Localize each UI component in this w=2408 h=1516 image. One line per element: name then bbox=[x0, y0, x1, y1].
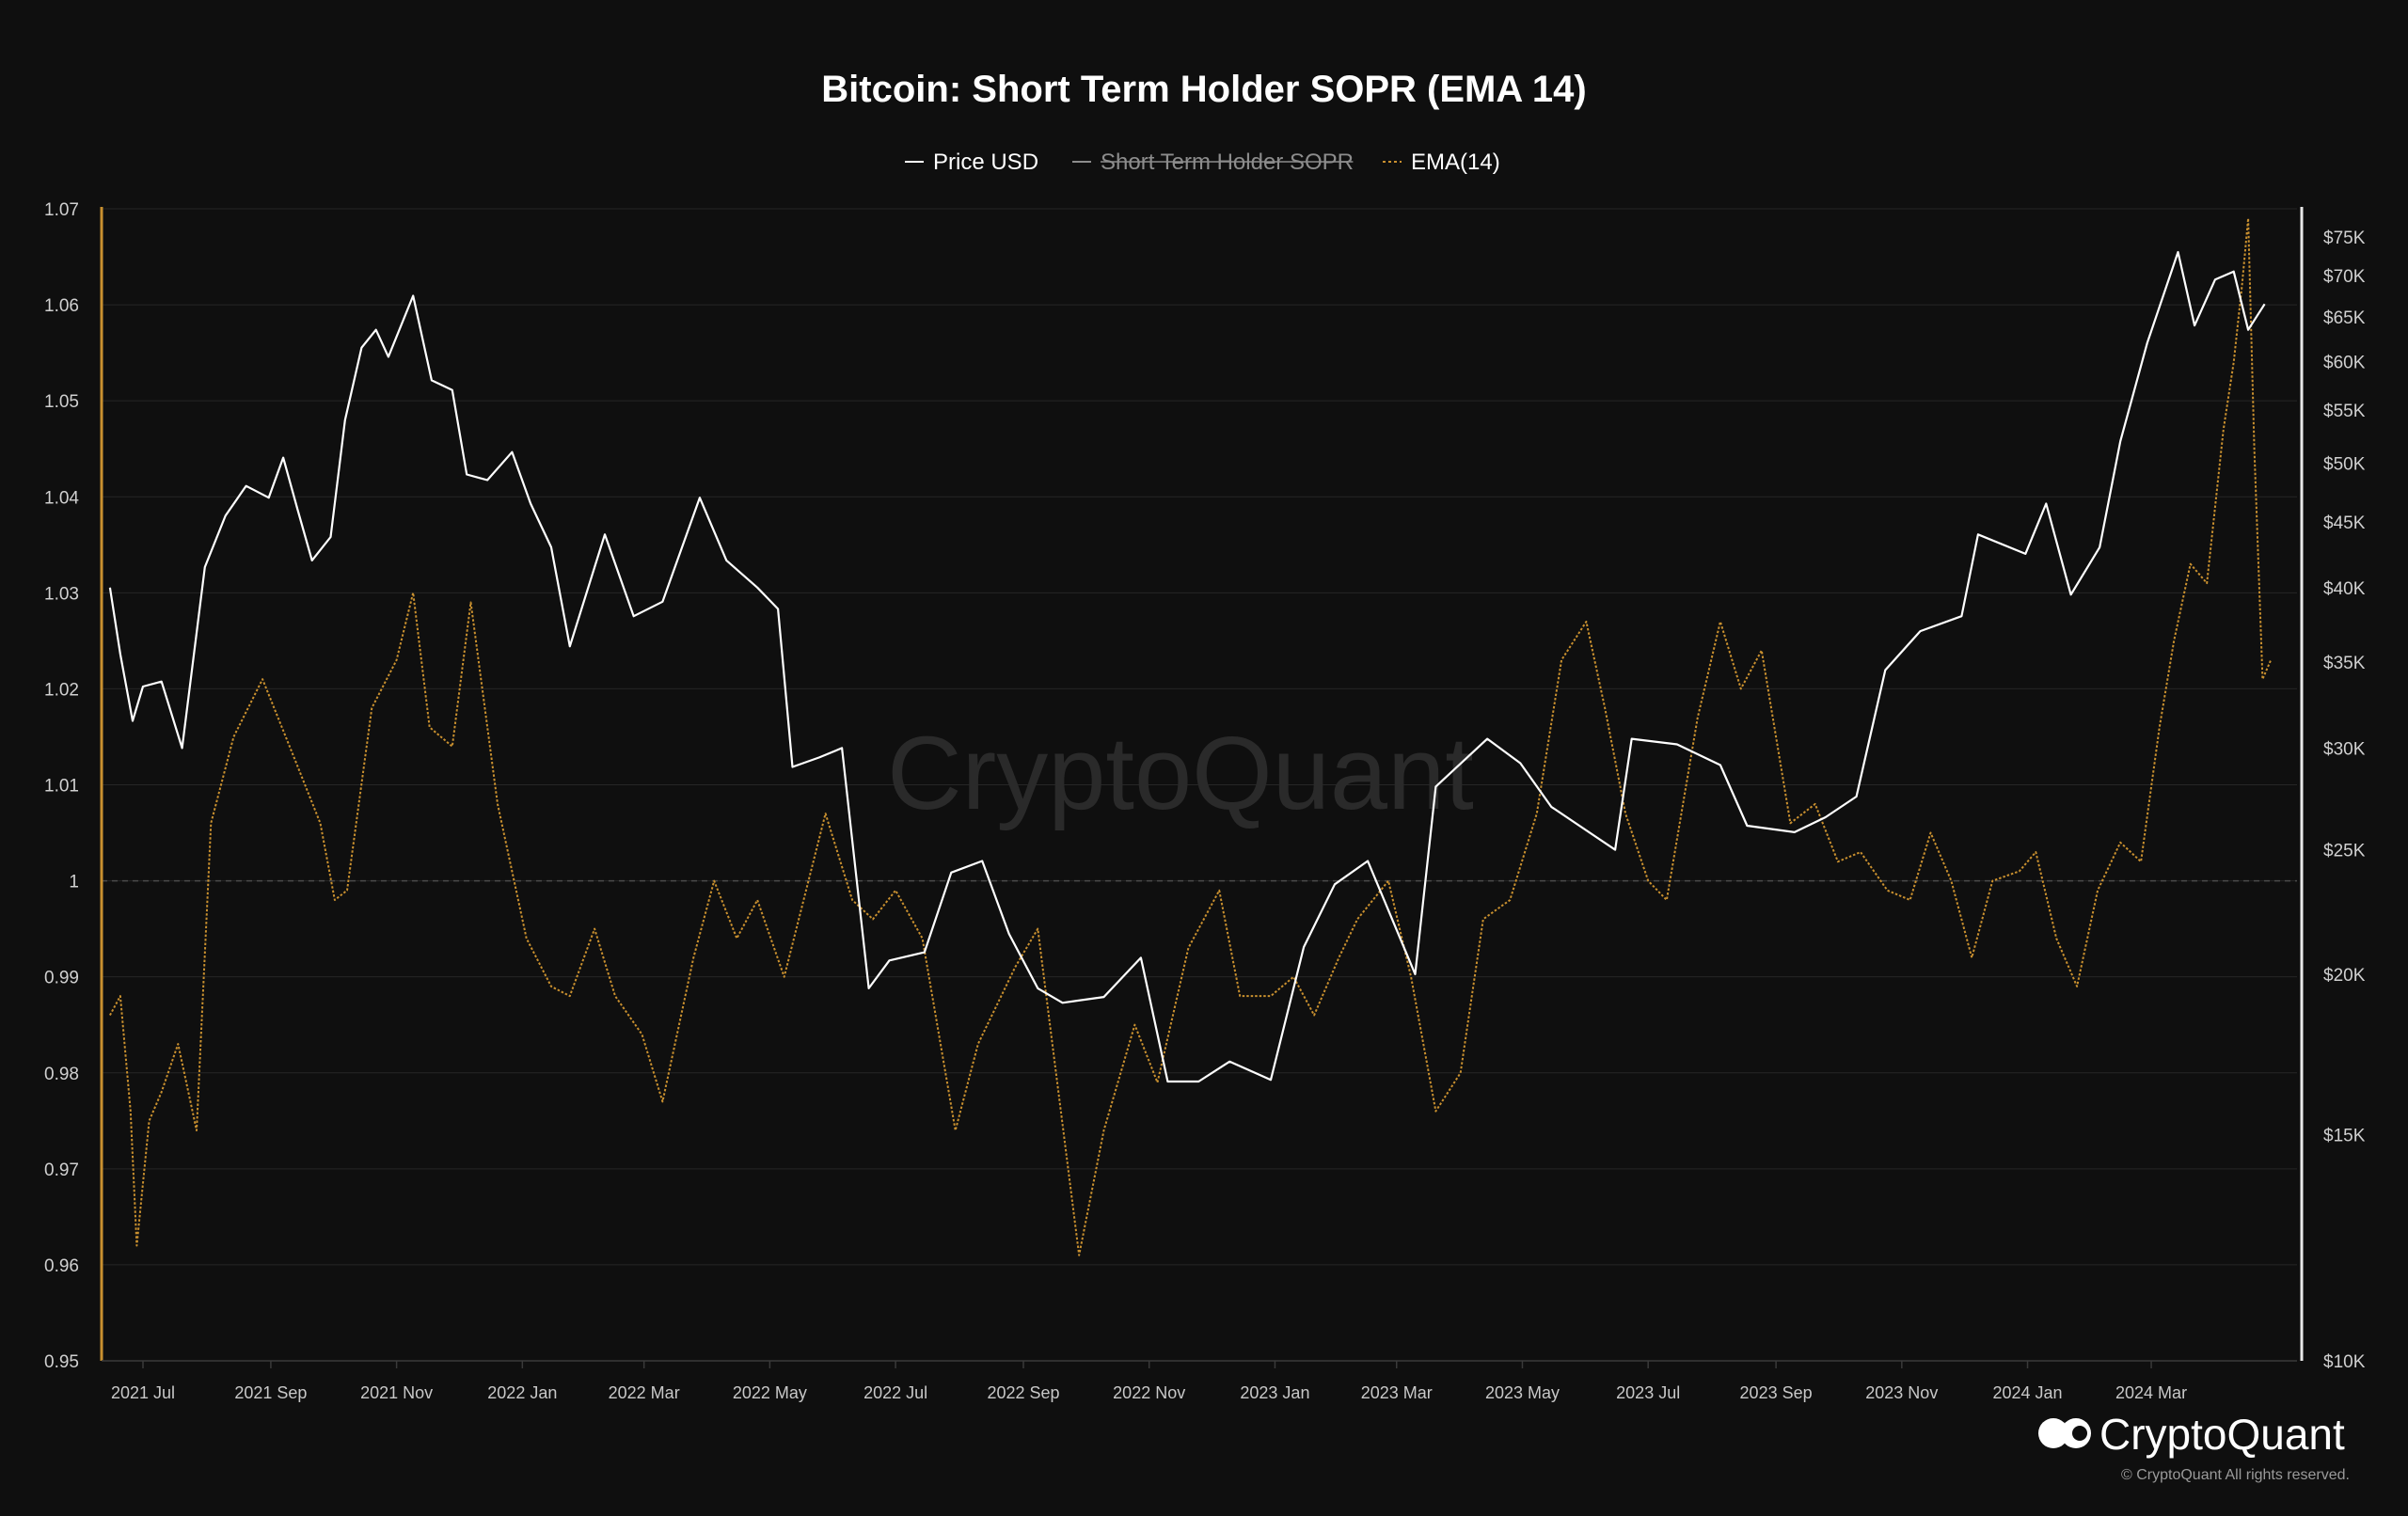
brand-logo-icon bbox=[2038, 1418, 2068, 1448]
x-tick-label: 2023 Mar bbox=[1361, 1383, 1433, 1402]
left-y-axis: 1.07 1.06 1.05 1.04 1.03 1.02 1.01 1 0.99 0.98 0.9… bbox=[44, 200, 103, 1372]
price-usd-series-line bbox=[108, 250, 2266, 1083]
legend-item[interactable]: Price USD bbox=[905, 150, 1038, 175]
right-tick-label: $70K bbox=[2323, 267, 2366, 287]
right-tick-label: $45K bbox=[2323, 513, 2366, 533]
left-tick-label: 0.95 bbox=[44, 1352, 79, 1372]
x-tick-label: 2022 Nov bbox=[1113, 1383, 1185, 1402]
left-tick-label: 0.98 bbox=[44, 1065, 79, 1084]
x-tick-label: 2022 Mar bbox=[609, 1383, 680, 1402]
legend: Price USD Short Term Holder SOPR EMA(14) bbox=[905, 150, 1500, 175]
left-tick-label: 1.04 bbox=[44, 488, 79, 508]
left-tick-label: 0.97 bbox=[44, 1161, 79, 1180]
x-tick-label: 2022 May bbox=[733, 1383, 807, 1402]
left-tick-label: 1.07 bbox=[44, 200, 79, 220]
legend-label: EMA(14) bbox=[1411, 150, 1500, 175]
x-tick-label: 2024 Jan bbox=[1992, 1383, 2062, 1402]
brand-logo: CryptoQuant bbox=[2038, 1410, 2345, 1459]
x-tick-label: 2022 Sep bbox=[987, 1383, 1059, 1402]
right-y-axis: $75K $70K $65K $60K $55K $50K $45K $40K $35K $30K… bbox=[2300, 207, 2366, 1372]
left-tick-label: 0.96 bbox=[44, 1256, 79, 1276]
right-tick-label: $20K bbox=[2323, 966, 2366, 986]
x-tick-label: 2024 Mar bbox=[2115, 1383, 2187, 1402]
x-tick-label: 2023 Jan bbox=[1240, 1383, 1309, 1402]
watermark: CryptoQuant bbox=[887, 716, 1474, 831]
x-tick-label: 2023 Jul bbox=[1616, 1383, 1680, 1402]
x-axis: 2021 Jul 2021 Sep 2021 Nov 2022 Jan 2022 Mar… bbox=[102, 1360, 2297, 1402]
left-tick-label: 1.06 bbox=[44, 296, 79, 316]
right-tick-label: $35K bbox=[2323, 654, 2366, 673]
series-layer bbox=[108, 217, 2273, 1256]
x-tick-label: 2023 May bbox=[1485, 1383, 1560, 1402]
x-tick-label: 2021 Sep bbox=[234, 1383, 307, 1402]
x-tick-label: 2021 Jul bbox=[111, 1383, 175, 1402]
x-tick-label: 2023 Nov bbox=[1865, 1383, 1938, 1402]
right-tick-label: $75K bbox=[2323, 229, 2366, 248]
right-tick-label: $50K bbox=[2323, 454, 2366, 474]
right-tick-label: $15K bbox=[2323, 1127, 2366, 1146]
left-tick-label: 1 bbox=[69, 873, 79, 892]
copyright-text: © CryptoQuant All rights reserved. bbox=[2121, 1467, 2350, 1483]
left-tick-label: 1.01 bbox=[44, 777, 79, 797]
legend-label: Price USD bbox=[933, 150, 1038, 175]
x-tick-label: 2022 Jul bbox=[863, 1383, 927, 1402]
right-tick-label: $25K bbox=[2323, 842, 2366, 861]
right-tick-label: $55K bbox=[2323, 402, 2366, 421]
ema14-series-line bbox=[109, 217, 2273, 1256]
right-tick-label: $10K bbox=[2323, 1352, 2366, 1372]
left-tick-label: 1.03 bbox=[44, 584, 79, 604]
brand-logo-icon-hole bbox=[2072, 1426, 2087, 1441]
right-tick-label: $40K bbox=[2323, 579, 2366, 599]
x-tick-label: 2023 Sep bbox=[1740, 1383, 1813, 1402]
left-tick-label: 1.02 bbox=[44, 680, 79, 700]
left-tick-label: 0.99 bbox=[44, 969, 79, 988]
x-tick-label: 2022 Jan bbox=[487, 1383, 557, 1402]
brand-name: CryptoQuant bbox=[2099, 1410, 2345, 1459]
grid-lines bbox=[102, 208, 2297, 1362]
x-tick-label: 2021 Nov bbox=[360, 1383, 433, 1402]
left-tick-label: 1.05 bbox=[44, 392, 79, 412]
right-tick-label: $60K bbox=[2323, 353, 2366, 372]
right-tick-label: $30K bbox=[2323, 739, 2366, 759]
legend-item[interactable]: EMA(14) bbox=[1383, 150, 1500, 175]
legend-item[interactable]: Short Term Holder SOPR bbox=[1072, 150, 1354, 175]
chart-title: Bitcoin: Short Term Holder SOPR (EMA 14) bbox=[821, 69, 1586, 110]
right-tick-label: $65K bbox=[2323, 308, 2366, 328]
